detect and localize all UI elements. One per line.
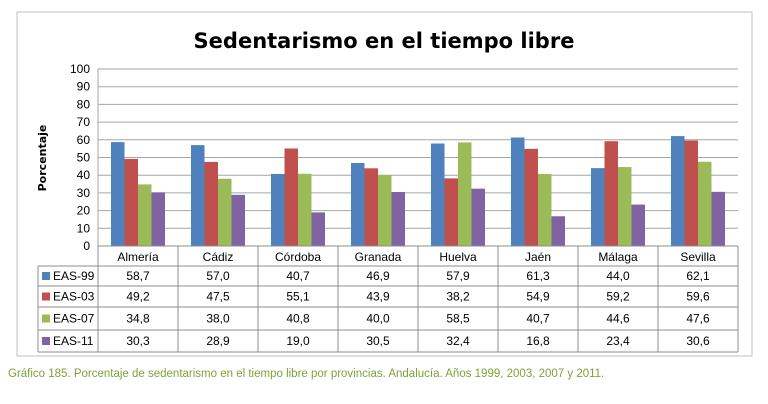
bar-eas-03-2 [284, 148, 298, 246]
chart-title: Sedentarismo en el tiempo libre [194, 29, 575, 53]
y-tick-label: 0 [83, 239, 90, 253]
category-label: Jaén [525, 250, 551, 264]
bar-eas-07-3 [378, 175, 392, 246]
table-cell: 44,0 [606, 269, 630, 283]
table-cell: 30,6 [686, 334, 710, 348]
table-cell: 54,9 [526, 290, 550, 304]
table-cell: 59,6 [686, 290, 710, 304]
y-tick-label: 10 [77, 221, 91, 235]
legend-swatch [42, 292, 50, 301]
table-cell: 49,2 [126, 290, 150, 304]
table-cell: 55,1 [286, 290, 310, 304]
table-cell: 47,5 [206, 290, 230, 304]
y-tick-label: 30 [77, 186, 91, 200]
category-label: Cádiz [203, 250, 234, 264]
legend-label: EAS-07 [53, 312, 95, 326]
table-cell: 28,9 [206, 334, 230, 348]
y-tick-label: 70 [77, 115, 91, 129]
table-cell: 40,7 [286, 269, 310, 283]
legend-label: EAS-03 [53, 290, 95, 304]
table-cell: 57,0 [206, 269, 230, 283]
table-cell: 62,1 [686, 269, 710, 283]
y-tick-label: 80 [77, 97, 91, 111]
table-cell: 40,8 [286, 312, 310, 326]
bar-eas-11-4 [471, 188, 485, 246]
bar-eas-07-5 [538, 173, 552, 246]
bar-eas-11-2 [311, 212, 325, 246]
bar-eas-99-0 [111, 142, 125, 246]
bar-eas-11-1 [231, 194, 245, 246]
bar-eas-99-4 [431, 143, 445, 246]
bar-eas-03-7 [684, 140, 698, 246]
bar-eas-11-7 [711, 191, 725, 246]
bar-eas-03-4 [444, 178, 458, 246]
table-cell: 46,9 [366, 269, 390, 283]
bar-eas-03-1 [204, 161, 218, 246]
table-cell: 38,0 [206, 312, 230, 326]
table-cell: 43,9 [366, 290, 390, 304]
category-label: Córdoba [275, 250, 321, 264]
category-label: Granada [355, 250, 402, 264]
category-label: Almería [117, 250, 159, 264]
y-tick-label: 60 [77, 133, 91, 147]
table-cell: 58,7 [126, 269, 150, 283]
bar-eas-07-6 [618, 167, 632, 246]
y-axis-label: Porcentaje [36, 125, 49, 192]
y-tick-label: 90 [77, 80, 91, 94]
y-tick-label: 100 [70, 62, 90, 76]
table-cell: 59,2 [606, 290, 630, 304]
bar-eas-03-0 [124, 158, 138, 246]
bar-eas-03-6 [604, 141, 618, 246]
bar-eas-03-5 [524, 148, 538, 246]
legend-swatch [42, 314, 50, 323]
bar-eas-11-6 [631, 204, 645, 246]
legend-swatch [42, 272, 50, 280]
category-label: Sevilla [680, 250, 716, 264]
y-tick-label: 40 [77, 168, 91, 182]
bar-eas-99-2 [271, 173, 285, 246]
table-cell: 30,5 [366, 334, 390, 348]
table-cell: 57,9 [446, 269, 470, 283]
table-cell: 38,2 [446, 290, 470, 304]
bar-eas-07-1 [218, 178, 232, 246]
table-cell: 40,7 [526, 312, 550, 326]
legend-label: EAS-99 [53, 269, 95, 283]
bar-eas-99-6 [591, 168, 605, 246]
table-cell: 32,4 [446, 334, 470, 348]
table-cell: 30,3 [126, 334, 150, 348]
bar-eas-99-3 [351, 162, 365, 246]
category-label: Huelva [439, 250, 477, 264]
bar-eas-03-3 [364, 168, 378, 246]
y-tick-label: 20 [77, 204, 91, 218]
bar-eas-11-5 [551, 216, 565, 246]
table-cell: 19,0 [286, 334, 310, 348]
legend-label: EAS-11 [53, 334, 94, 348]
bar-eas-11-3 [391, 192, 405, 246]
bar-eas-07-4 [458, 142, 472, 246]
bar-eas-11-0 [151, 192, 165, 246]
table-cell: 44,6 [606, 312, 630, 326]
bar-eas-99-1 [191, 145, 205, 246]
category-label: Málaga [598, 250, 638, 264]
table-cell: 16,8 [526, 334, 550, 348]
bar-eas-99-7 [671, 136, 685, 246]
table-cell: 40,0 [366, 312, 390, 326]
table-cell: 61,3 [526, 269, 550, 283]
table-cell: 47,6 [686, 312, 710, 326]
bar-eas-07-7 [698, 161, 712, 246]
y-tick-label: 50 [77, 151, 91, 165]
table-cell: 34,8 [126, 312, 150, 326]
bar-eas-99-5 [511, 137, 525, 246]
table-cell: 23,4 [606, 334, 630, 348]
bar-eas-07-0 [138, 184, 152, 246]
legend-swatch [42, 337, 50, 345]
table-cell: 58,5 [446, 312, 470, 326]
bar-eas-07-2 [298, 173, 312, 246]
figure-caption: Gráfico 185. Porcentaje de sedentarismo … [8, 368, 605, 380]
